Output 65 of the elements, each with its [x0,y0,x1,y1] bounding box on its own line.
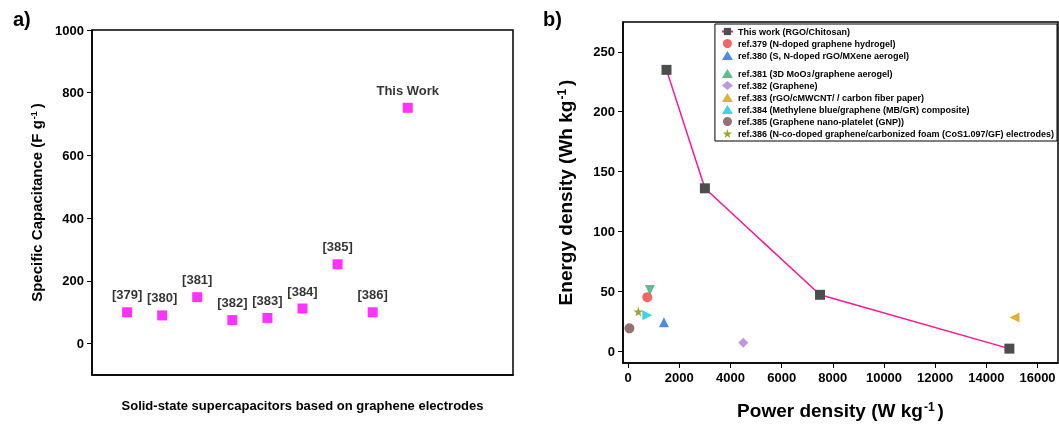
point [642,310,653,321]
legend-label: ref.382 (Graphene) [737,80,818,91]
series-label: This Work [376,82,440,98]
y-tick-label: 0 [76,336,84,352]
series-label: [379] [111,287,143,303]
x-tick-label: 4000 [716,370,745,385]
x-tick-label: 14000 [968,370,1005,385]
point [699,183,710,194]
point [624,323,635,334]
point [157,310,168,321]
chart-title: b) [543,8,562,30]
y-tick-label: 200 [593,104,615,120]
point [644,285,655,296]
x-tick-label: 6000 [767,370,797,385]
legend-label: ref.386 (N-co-doped graphene/carbonized foam (CoS1.097/GF) electrodes) [737,128,1055,139]
point [297,303,308,314]
y-tick-label: 200 [62,273,84,289]
point [658,317,669,328]
point [738,337,749,348]
point [332,259,343,270]
y-tick-label: 250 [593,44,615,60]
x-tick-label: 10000 [865,370,903,385]
legend-label: ref.385 (Graphene nano-platelet (GNP)) [737,116,904,127]
x-tick-label: 12000 [917,370,954,385]
point [122,307,133,318]
x-axis-title: Solid-state supercapacitors based on graphene electrodes [121,398,484,413]
point [1004,343,1015,354]
y-tick-label: 0 [607,343,615,359]
legend-label: ref.379 (N-doped graphene hydrogel) [737,38,896,49]
point [192,292,203,303]
x-tick-label: 8000 [818,370,848,385]
legend-label: ref.381 (3D MoO3/graphene aerogel) [737,68,893,79]
point [642,292,653,303]
point [661,64,672,75]
y-axis-title: Energy density (Wh kg-1) [555,79,576,306]
series-label: [386] [357,287,388,303]
point [402,102,413,113]
legend-label: ref.380 (S, N-doped rGO/MXene aerogel) [737,50,909,61]
y-axis-title: Specific Capacitance (F g-1) [28,103,45,302]
series-label: [385] [322,239,353,255]
x-tick-label: 0 [624,370,632,385]
chart-title: a) [13,8,31,30]
point [262,312,273,323]
y-tick-label: 100 [593,223,615,239]
x-tick-label: 16000 [1019,370,1056,385]
legend-label: ref.383 (rGO/cMWCNT/ / carbon fiber paper) [737,92,924,103]
series-label: [383] [252,292,283,308]
legend-label: This work (RGO/Chitosan) [737,26,850,37]
series-label: [380] [146,290,178,306]
point [367,307,378,318]
point [633,306,644,317]
y-tick-label: 1000 [55,22,84,38]
x-tick-label: 2000 [664,370,694,385]
series-label: [382] [217,295,248,311]
point [815,289,826,300]
y-tick-label: 150 [593,164,615,180]
legend-label: ref.384 (Methylene blue/graphene (MB/GR) composite) [737,104,970,115]
y-tick-label: 400 [62,210,84,226]
point [227,315,238,326]
y-tick-label: 600 [62,147,84,163]
y-tick-label: 50 [600,283,615,299]
point [1009,312,1020,323]
series-label: [381] [182,272,213,288]
y-tick-label: 800 [62,85,84,101]
series-label: [384] [287,283,318,299]
